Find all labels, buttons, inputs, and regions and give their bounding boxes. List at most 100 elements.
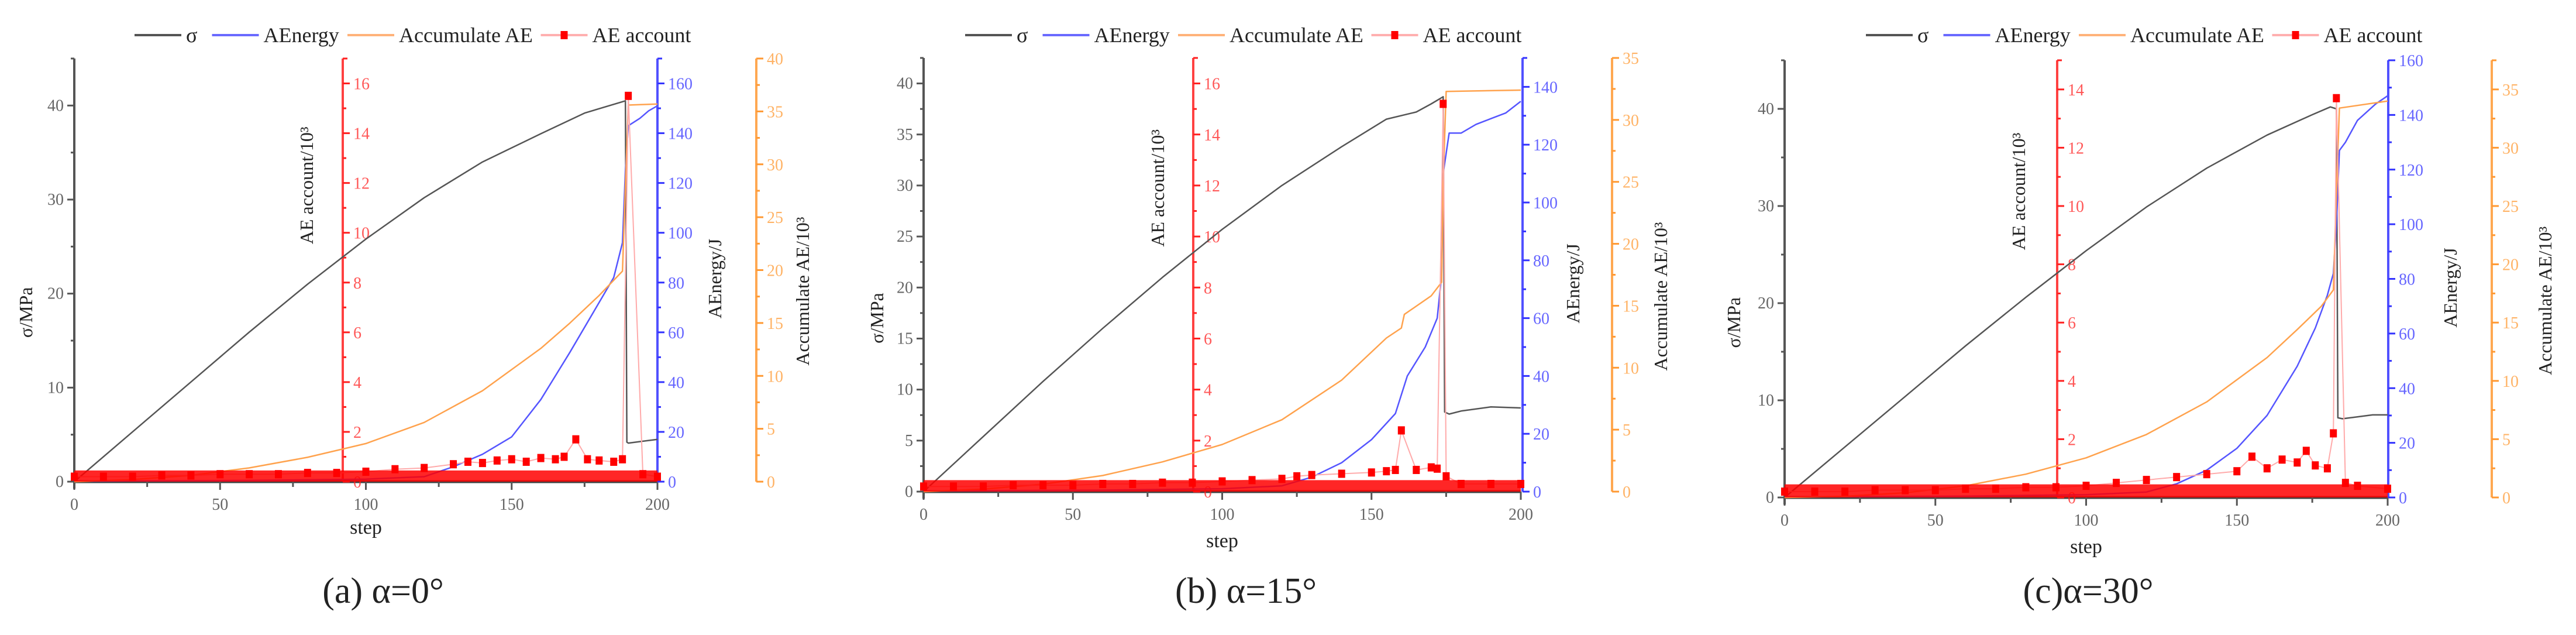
svg-text:30: 30 [897,177,913,195]
legend-item: AE account [540,23,691,47]
square-marker-icon [560,31,568,39]
svg-text:100: 100 [1210,506,1235,524]
ae-account-marker [1039,481,1047,490]
ae-account-marker [920,482,927,491]
legend-item: Accumulate AE [347,23,533,47]
svg-text:2: 2 [1204,433,1212,451]
svg-text:0: 0 [767,473,775,492]
sigma-axis-title: σ/MPa [866,293,887,344]
svg-text:Accumulate AE: Accumulate AE [2130,23,2264,47]
svg-text:AEnergy: AEnergy [1995,23,2071,47]
svg-text:40: 40 [2399,380,2415,398]
ae-account-marker [1871,486,1879,495]
svg-text:25: 25 [897,228,913,246]
svg-text:σ: σ [1017,23,1028,47]
ae-account-marker [274,470,282,479]
ae-account-marker [1427,463,1435,472]
svg-text:140: 140 [668,125,693,143]
x-axis-title: step [350,517,382,538]
ae-account-marker [1069,481,1077,490]
ae-account-marker [1962,485,1969,493]
svg-text:AE account: AE account [593,23,691,47]
svg-text:100: 100 [1533,194,1558,212]
svg-text:15: 15 [1623,297,1639,315]
ae-account-marker [1278,475,1286,483]
svg-text:4: 4 [2068,373,2076,391]
svg-text:30: 30 [1758,197,1774,215]
ae-account-marker [1383,467,1390,476]
ae-account-marker [1992,485,1999,493]
ae-account-marker [2293,458,2301,467]
ae-account-marker [2312,461,2319,470]
ae-account-marker [187,471,195,480]
ae-account-marker [508,455,515,464]
svg-text:0: 0 [1781,512,1789,530]
svg-text:σ: σ [1917,23,1928,47]
svg-text:40: 40 [1758,100,1774,118]
legend: σ AEnergy Accumulate AE AE account [135,23,691,47]
chart-panel-a: σ AEnergy Accumulate AE AE account 0 10 20 30 40… [15,23,813,538]
svg-text:10: 10 [2068,198,2084,216]
legend-item: σ [965,23,1028,47]
svg-text:100: 100 [354,496,378,514]
svg-text:200: 200 [645,496,670,514]
ae-account-marker [421,464,428,472]
legend-item: AE account [2272,23,2422,47]
ae-account-marker [2263,464,2271,473]
legend: σ AEnergy Accumulate AE AE account [1866,23,2422,47]
ae-account-marker [2330,429,2337,438]
svg-text:10: 10 [767,368,783,386]
ae-account-marker [1248,476,1256,485]
ae-account-marker [1010,481,1017,490]
svg-text:AE account: AE account [1423,23,1522,47]
svg-text:160: 160 [668,75,693,94]
ae_count-axis-title: AE account/10³ [296,127,317,245]
ae-account-marker [464,457,471,466]
ae-account-marker [1159,478,1166,487]
ae_energy-axis-title: AEnergy/J [2440,248,2461,327]
svg-text:5: 5 [767,421,775,439]
svg-text:AEnergy: AEnergy [1094,23,1170,47]
svg-text:16: 16 [1204,75,1220,94]
legend-item: Accumulate AE [1178,23,1363,47]
ae-account-marker [2323,464,2331,473]
accumulate-line [1784,100,2388,499]
svg-text:8: 8 [353,274,361,293]
ae-account-marker [2143,476,2150,485]
ae_energy-line [74,105,658,482]
sigma-axis-title: σ/MPa [15,287,36,338]
svg-text:20: 20 [767,262,783,280]
svg-text:80: 80 [1533,252,1549,270]
ae-account-marker [595,456,603,465]
svg-text:14: 14 [353,125,370,143]
svg-text:40: 40 [767,50,783,68]
svg-text:150: 150 [2224,512,2249,530]
svg-text:15: 15 [2502,314,2519,332]
svg-text:30: 30 [2502,139,2519,157]
ae-account-marker [304,469,311,478]
accumulate-line [923,89,1521,493]
svg-text:20: 20 [2399,435,2415,453]
svg-text:20: 20 [1533,425,1549,444]
accumulate-axis-title: Accumulate AE/10³ [1650,222,1671,371]
svg-text:160: 160 [2399,52,2423,70]
ae-account-marker [246,470,253,479]
ae-account-marker [1841,488,1849,496]
ae_count-axis-title: AE account/10³ [1147,129,1168,247]
svg-text:30: 30 [47,191,64,209]
ae-account-marker [560,452,568,461]
svg-text:100: 100 [668,225,693,243]
svg-text:0: 0 [70,496,78,514]
svg-text:0: 0 [905,483,913,501]
svg-text:12: 12 [353,175,370,193]
svg-text:10: 10 [353,225,370,243]
x-axis-title: step [2070,536,2102,558]
ae-account-marker [1902,486,1909,495]
legend-item: AEnergy [212,23,339,47]
svg-text:25: 25 [2502,198,2519,216]
ae-account-marker [572,435,580,444]
svg-text:40: 40 [897,75,913,93]
svg-text:σ: σ [186,23,197,47]
svg-text:10: 10 [1758,392,1774,410]
ae-account-marker [552,455,559,464]
